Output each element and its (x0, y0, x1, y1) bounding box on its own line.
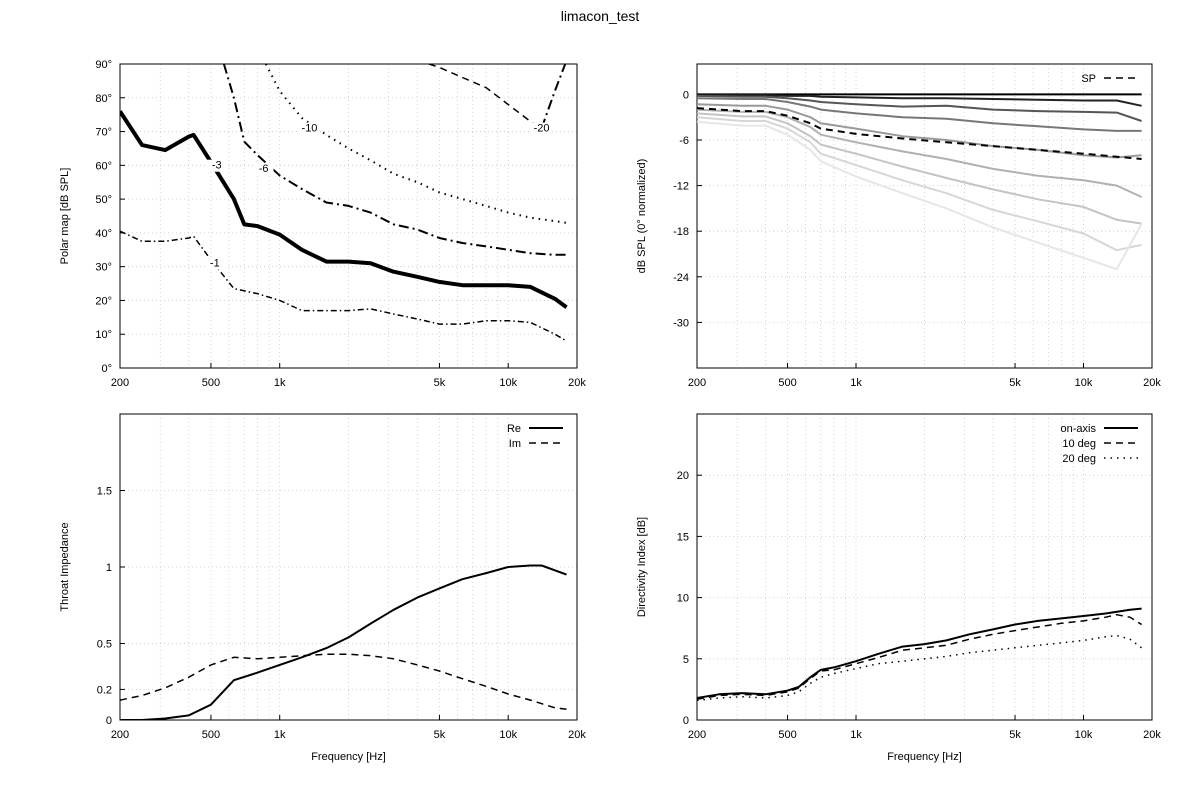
y-tick-label: 1.5 (97, 486, 112, 498)
series-line-s5 (540, 64, 567, 129)
series-line--3 (120, 110, 568, 309)
series-line-s3 (697, 97, 1142, 132)
y-tick-label: -18 (673, 226, 689, 238)
series-line-on-axis (697, 607, 1142, 699)
contour-label: -3 (212, 160, 222, 172)
legend-label: on-axis (1061, 423, 1097, 435)
x-axis-label: Frequency [Hz] (887, 751, 962, 763)
y-tick-label: 15 (677, 531, 689, 543)
y-axis-label: Directivity Index [dB] (636, 517, 648, 617)
y-axis-label: dB SPL (0° normalized) (636, 159, 648, 274)
contour-label-bg (253, 163, 274, 176)
y-tick-label: 0 (106, 715, 112, 727)
x-tick-label: 10k (1075, 377, 1093, 389)
x-tick-label: 500 (202, 377, 220, 389)
x-tick-label: 5k (1009, 377, 1021, 389)
contour-label-bg (299, 122, 320, 135)
legend-label: Re (507, 423, 521, 435)
y-tick-label: 1 (106, 562, 112, 574)
legend-label: 10 deg (1062, 438, 1096, 450)
contour-label: -1 (210, 258, 220, 270)
x-tick-label: 500 (202, 729, 220, 741)
contour-label-bg (206, 159, 227, 172)
plot-frame (696, 63, 1153, 369)
x-tick-label: 10k (499, 377, 517, 389)
page-title: limacon_test (560, 8, 640, 24)
y-tick-label: 50° (95, 194, 112, 206)
x-tick-label: 20k (1143, 377, 1161, 389)
series-line-s4 (697, 103, 1142, 159)
x-tick-label: 20k (568, 377, 586, 389)
contour-label: -6 (259, 163, 269, 175)
legend-label: 20 deg (1062, 453, 1096, 465)
x-tick-label: 1k (274, 377, 286, 389)
x-tick-label: 500 (778, 377, 796, 389)
series-line-sp (697, 107, 1142, 160)
y-tick-label: 0 (683, 89, 689, 101)
y-tick-label: 5 (683, 654, 689, 666)
x-tick-label: 1k (274, 729, 286, 741)
y-tick-label: 0.5 (97, 639, 112, 651)
series-line-10-deg (697, 613, 1142, 700)
x-tick-label: 5k (434, 377, 446, 389)
y-tick-label: 60° (95, 160, 112, 172)
plot-frame (696, 413, 1153, 721)
x-tick-label: 20k (1143, 729, 1161, 741)
contour-label: -10 (302, 123, 318, 135)
series-line--20 (428, 64, 542, 129)
y-tick-label: 30° (95, 262, 112, 274)
y-tick-label: 0° (101, 363, 112, 375)
x-axis-label: Frequency [Hz] (311, 751, 386, 763)
x-tick-label: 200 (688, 729, 706, 741)
y-tick-label: -6 (679, 135, 689, 147)
y-tick-label: 90° (95, 59, 112, 71)
x-tick-label: 5k (434, 729, 446, 741)
x-tick-label: 20k (568, 729, 586, 741)
x-tick-label: 1k (850, 377, 862, 389)
x-tick-label: 200 (111, 377, 129, 389)
y-tick-label: 20 (677, 470, 689, 482)
x-tick-label: 1k (850, 729, 862, 741)
y-tick-label: 10 (677, 593, 689, 605)
x-tick-label: 200 (111, 729, 129, 741)
series-line-s8 (697, 120, 1143, 271)
contour-label-bg (204, 257, 225, 270)
x-tick-label: 500 (778, 729, 796, 741)
y-tick-label: -12 (673, 181, 689, 193)
contour-label-bg (531, 122, 552, 135)
y-axis-label: Polar map [dB SPL] (59, 168, 71, 265)
x-tick-label: 5k (1009, 729, 1021, 741)
y-tick-label: 20° (95, 295, 112, 307)
y-tick-label: 10° (95, 329, 112, 341)
y-axis-label: Throat Impedance (59, 522, 71, 611)
series-line-s6 (697, 112, 1142, 225)
legend-label: Im (509, 438, 521, 450)
y-tick-label: 0.2 (97, 684, 112, 696)
contour-label: -20 (534, 123, 550, 135)
x-tick-label: 10k (499, 729, 517, 741)
series-line-s2 (697, 94, 1142, 122)
y-tick-label: -24 (673, 272, 689, 284)
y-tick-label: 80° (95, 93, 112, 105)
series-line--6 (222, 64, 567, 256)
series-line-s1 (697, 94, 1142, 107)
y-tick-label: 70° (95, 127, 112, 139)
legend-label: SP (1081, 73, 1096, 85)
y-tick-label: 0 (683, 715, 689, 727)
y-tick-label: -30 (673, 317, 689, 329)
plot-frame (119, 63, 578, 369)
x-tick-label: 10k (1075, 729, 1093, 741)
series-line-re (120, 564, 567, 720)
x-tick-label: 200 (688, 377, 706, 389)
y-tick-label: 40° (95, 228, 112, 240)
series-line-s7 (697, 116, 1142, 252)
